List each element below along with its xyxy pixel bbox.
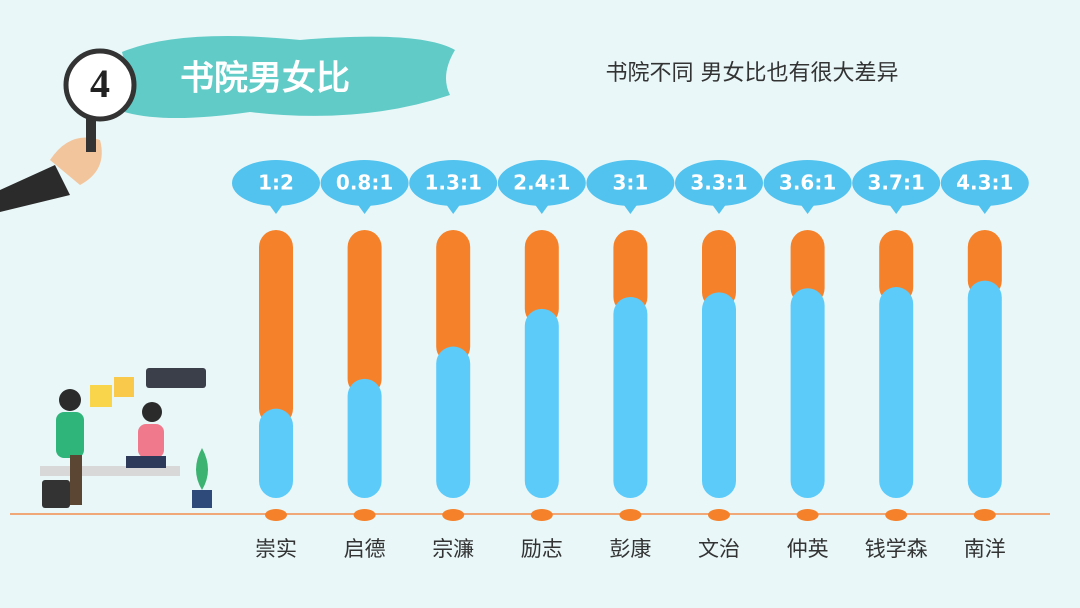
value-label: 2.4:1 xyxy=(513,171,570,195)
label-pointer xyxy=(622,203,639,214)
bar-segment xyxy=(790,288,825,498)
base-dot xyxy=(708,509,730,521)
bar-segment xyxy=(347,378,382,498)
label-bubble xyxy=(320,160,409,206)
person-legs xyxy=(126,456,166,468)
base-dot xyxy=(796,509,819,521)
label-bubble xyxy=(409,160,498,206)
bar-segment xyxy=(259,408,293,498)
x-tick-label: 启德 xyxy=(344,537,386,561)
plant xyxy=(196,448,208,490)
person-body xyxy=(56,412,84,458)
note xyxy=(114,377,134,397)
bar-segment xyxy=(524,230,559,326)
x-tick-label: 励志 xyxy=(521,537,563,561)
label-pointer xyxy=(445,203,462,214)
person-legs xyxy=(70,455,82,505)
bar-segment xyxy=(702,292,736,498)
x-tick-label: 崇实 xyxy=(255,537,297,561)
value-label: 3.3:1 xyxy=(690,171,747,195)
x-tick-label: 彭康 xyxy=(609,537,651,561)
person-head xyxy=(142,402,162,422)
value-label: 3.7:1 xyxy=(868,171,925,195)
label-pointer xyxy=(268,203,284,214)
base-dot xyxy=(619,509,642,521)
label-pointer xyxy=(888,203,905,214)
bar-segment xyxy=(790,230,825,306)
label-bubble xyxy=(497,160,586,206)
value-label: 3.6:1 xyxy=(779,171,836,195)
bar-segment xyxy=(259,230,293,426)
bar-segment xyxy=(436,346,471,498)
sleeve xyxy=(0,165,70,212)
label-bubble xyxy=(852,160,941,206)
x-tick-label: 仲英 xyxy=(787,537,829,561)
bar-segment xyxy=(702,230,736,310)
x-tick-label: 南洋 xyxy=(964,537,1006,561)
bench xyxy=(40,466,180,476)
bar-segment xyxy=(347,230,382,396)
badge-number: 4 xyxy=(90,61,110,106)
x-tick-label: 宗濂 xyxy=(432,537,474,561)
bar-segment xyxy=(613,297,648,498)
label-bubble xyxy=(232,160,320,206)
label-pointer xyxy=(799,203,816,214)
magnifier-handle xyxy=(86,112,96,152)
speech-bubble xyxy=(146,368,206,388)
base-dot xyxy=(442,509,465,521)
x-tick-label: 钱学森 xyxy=(865,537,928,561)
base-dot xyxy=(973,509,996,521)
person-head xyxy=(59,389,81,411)
magnifier xyxy=(63,48,137,122)
label-bubble xyxy=(675,160,763,206)
label-pointer xyxy=(711,203,727,214)
label-bubble xyxy=(940,160,1029,206)
value-label: 1.3:1 xyxy=(425,171,482,195)
bar-segment xyxy=(524,308,559,498)
base-dot xyxy=(885,509,908,521)
title-ribbon xyxy=(118,36,455,119)
bag xyxy=(42,480,70,508)
label-bubble xyxy=(763,160,852,206)
base-dot xyxy=(530,509,553,521)
x-tick-label: 文治 xyxy=(698,537,740,561)
bar-segment xyxy=(613,230,648,314)
bar-segment xyxy=(879,230,914,305)
plant-pot xyxy=(192,490,212,508)
label-bubble xyxy=(586,160,675,206)
value-label: 1:2 xyxy=(258,171,294,195)
label-pointer xyxy=(533,203,550,214)
person-body xyxy=(138,424,164,458)
label-pointer xyxy=(356,203,373,214)
base-dot xyxy=(353,509,376,521)
bar-segment xyxy=(967,280,1002,498)
illustration xyxy=(40,368,212,508)
bar-segment xyxy=(436,230,471,364)
label-pointer xyxy=(976,203,993,214)
chart-title: 书院男女比 xyxy=(180,59,350,99)
value-label: 4.3:1 xyxy=(956,171,1013,195)
subtitle: 书院不同 男女比也有很大差异 xyxy=(606,61,899,86)
value-label: 3:1 xyxy=(612,171,648,195)
bar-segment xyxy=(879,287,914,498)
note xyxy=(90,385,112,407)
bar-segment xyxy=(967,230,1002,298)
base-dot xyxy=(265,509,287,521)
value-label: 0.8:1 xyxy=(336,171,393,195)
